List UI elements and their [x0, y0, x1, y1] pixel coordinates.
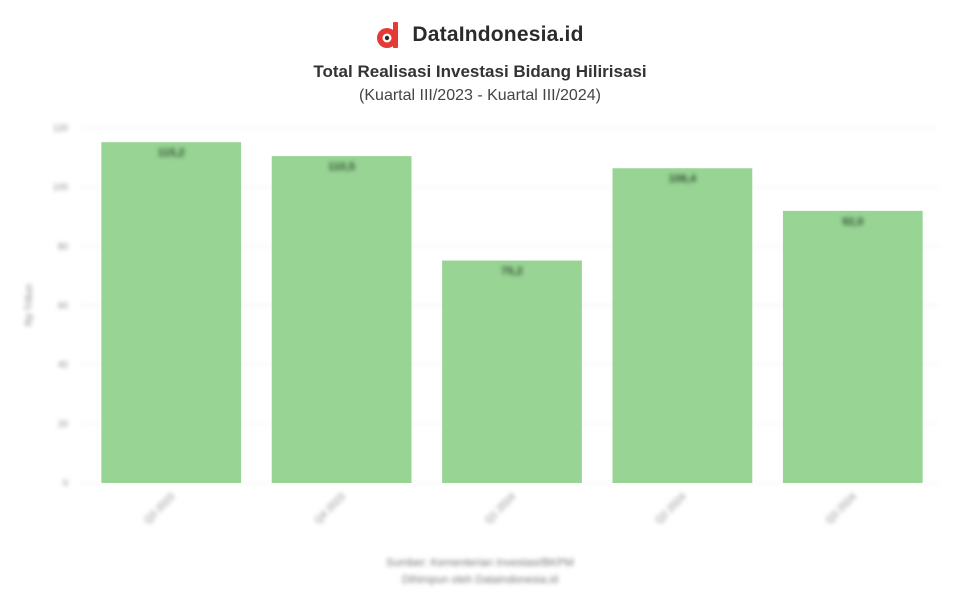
y-tick-label: 60: [58, 301, 68, 311]
data-label: 75,2: [501, 266, 522, 278]
y-axis: 0 20 40 60 80 100 120: [53, 123, 68, 488]
bar: [101, 142, 242, 483]
data-label: 92,0: [842, 216, 863, 228]
x-tick-label: Q2 2024: [654, 491, 689, 526]
brand-name: DataIndonesia.id: [412, 23, 584, 46]
bar: [612, 168, 753, 483]
y-tick-label: 80: [58, 241, 68, 251]
brand-header: DataIndonesia.id: [0, 20, 960, 50]
bar: [442, 260, 582, 483]
bar: [782, 210, 923, 484]
y-tick-label: 120: [53, 123, 68, 133]
bars: 115,2 110,5 75,2 106,4 92,0: [101, 142, 923, 484]
y-tick-label: 40: [58, 360, 68, 370]
x-tick-label: Q3 2023: [142, 491, 177, 526]
x-tick-label: Q4 2023: [313, 491, 348, 526]
x-tick-label: Q3 2024: [824, 491, 859, 526]
chart-subtitle: (Kuartal III/2023 - Kuartal III/2024): [359, 87, 601, 104]
x-tick-label: Q1 2024: [483, 491, 518, 526]
y-tick-label: 20: [58, 419, 68, 429]
data-label: 110,5: [328, 161, 355, 173]
dataindonesia-logo-icon: [377, 22, 399, 48]
x-axis: Q3 2023 Q4 2023 Q1 2024 Q2 2024 Q3 2024: [142, 491, 859, 526]
source-note: Sumber: Kementerian Investasi/BKPM: [386, 557, 574, 569]
chart-title: Total Realisasi Investasi Bidang Hiliris…: [313, 62, 647, 81]
data-label: 106,4: [669, 173, 697, 185]
compiled-note: Dihimpun oleh DataIndonesia.id: [402, 574, 558, 586]
data-label: 115,2: [158, 147, 185, 159]
y-tick-label: 0: [63, 478, 68, 488]
y-axis-label: Rp Triliun: [24, 284, 35, 326]
bar: [271, 156, 412, 483]
y-tick-label: 100: [53, 182, 68, 192]
